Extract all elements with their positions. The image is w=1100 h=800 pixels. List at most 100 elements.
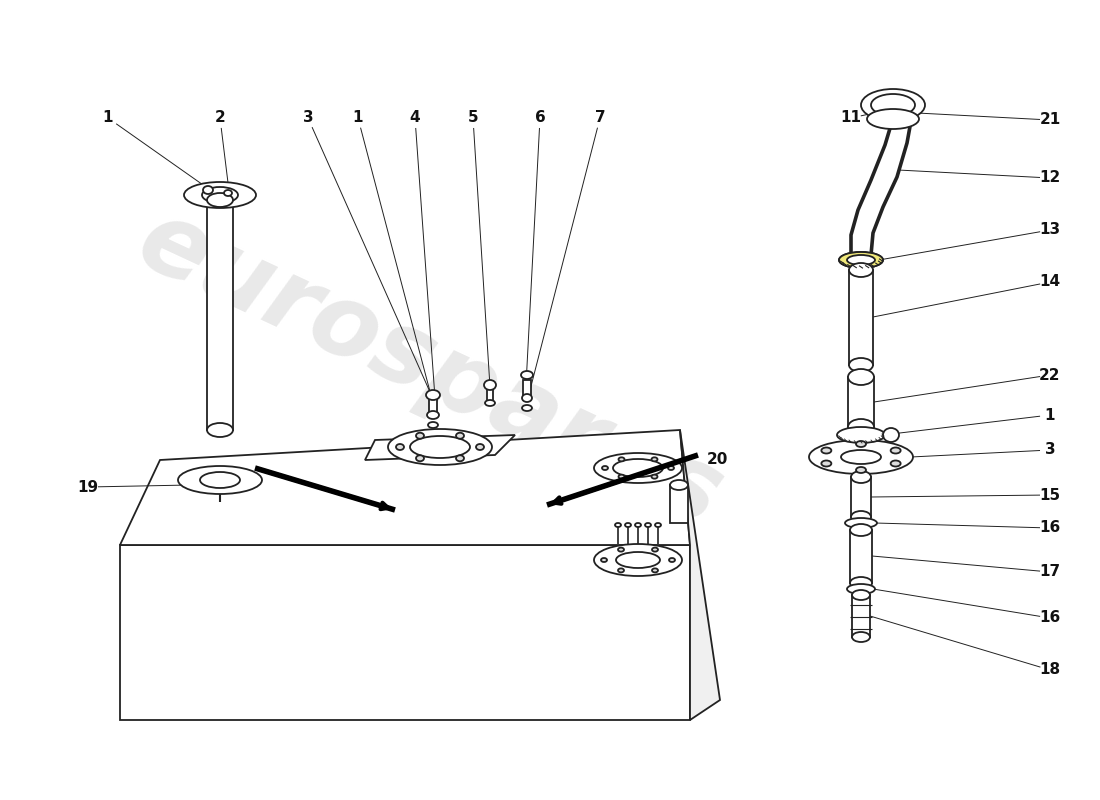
Ellipse shape <box>615 523 622 527</box>
Text: 14: 14 <box>1040 274 1060 290</box>
Ellipse shape <box>651 458 658 462</box>
Text: 5: 5 <box>468 110 478 126</box>
Ellipse shape <box>652 548 658 552</box>
Ellipse shape <box>822 447 832 454</box>
Ellipse shape <box>428 422 438 428</box>
Ellipse shape <box>808 440 913 474</box>
Ellipse shape <box>202 187 238 203</box>
Polygon shape <box>851 121 911 255</box>
Ellipse shape <box>847 584 874 594</box>
Text: eurospares: eurospares <box>123 192 737 548</box>
Text: 3: 3 <box>1045 442 1055 458</box>
Ellipse shape <box>670 480 688 490</box>
Ellipse shape <box>618 568 624 572</box>
Ellipse shape <box>416 433 424 438</box>
Text: 17: 17 <box>1040 565 1060 579</box>
Text: a passion for parts since 1985: a passion for parts since 1985 <box>191 504 649 676</box>
Ellipse shape <box>654 523 661 527</box>
Ellipse shape <box>848 419 874 435</box>
Text: 19: 19 <box>77 479 99 494</box>
Text: 16: 16 <box>1040 610 1060 626</box>
Ellipse shape <box>618 458 625 462</box>
Ellipse shape <box>839 252 883 268</box>
Ellipse shape <box>522 405 532 411</box>
Ellipse shape <box>850 524 872 536</box>
Text: 21: 21 <box>1040 113 1060 127</box>
Ellipse shape <box>427 411 439 419</box>
Text: 13: 13 <box>1040 222 1060 238</box>
Bar <box>487 389 493 403</box>
Text: 11: 11 <box>840 110 861 126</box>
Text: 12: 12 <box>1040 170 1060 186</box>
Text: 20: 20 <box>706 453 728 467</box>
Ellipse shape <box>891 461 901 466</box>
Ellipse shape <box>842 450 881 464</box>
Ellipse shape <box>871 94 915 116</box>
Ellipse shape <box>625 523 631 527</box>
Ellipse shape <box>602 466 608 470</box>
Bar <box>851 477 871 517</box>
Bar <box>670 485 688 523</box>
Ellipse shape <box>850 577 872 589</box>
Ellipse shape <box>618 548 624 552</box>
Text: 1: 1 <box>1045 407 1055 422</box>
Text: 22: 22 <box>1040 367 1060 382</box>
Text: 3: 3 <box>302 110 313 126</box>
Ellipse shape <box>485 400 495 406</box>
Ellipse shape <box>856 441 866 447</box>
Bar <box>207 200 233 430</box>
Ellipse shape <box>396 444 404 450</box>
Ellipse shape <box>651 474 658 478</box>
Ellipse shape <box>207 193 233 207</box>
Ellipse shape <box>852 590 870 600</box>
Ellipse shape <box>867 109 918 129</box>
Bar <box>849 270 873 365</box>
Ellipse shape <box>849 358 873 372</box>
Ellipse shape <box>891 447 901 454</box>
Ellipse shape <box>851 511 871 523</box>
Ellipse shape <box>851 471 871 483</box>
Ellipse shape <box>410 436 470 458</box>
Ellipse shape <box>416 455 424 462</box>
Ellipse shape <box>635 523 641 527</box>
Ellipse shape <box>178 466 262 494</box>
Bar <box>522 380 531 398</box>
Ellipse shape <box>645 523 651 527</box>
Ellipse shape <box>224 190 232 196</box>
Ellipse shape <box>204 186 213 194</box>
Ellipse shape <box>594 453 682 483</box>
Text: 16: 16 <box>1040 521 1060 535</box>
Ellipse shape <box>668 466 674 470</box>
Ellipse shape <box>522 394 532 402</box>
Ellipse shape <box>856 467 866 473</box>
Ellipse shape <box>601 558 607 562</box>
Bar <box>850 530 872 583</box>
Ellipse shape <box>847 255 874 265</box>
Polygon shape <box>680 430 720 720</box>
Text: 1: 1 <box>353 110 363 126</box>
Polygon shape <box>365 435 515 460</box>
Ellipse shape <box>616 552 660 568</box>
Ellipse shape <box>484 380 496 390</box>
Ellipse shape <box>618 474 625 478</box>
Ellipse shape <box>822 461 832 466</box>
Bar <box>429 399 437 415</box>
Text: 4: 4 <box>409 110 420 126</box>
Text: 15: 15 <box>1040 487 1060 502</box>
Ellipse shape <box>669 558 675 562</box>
Ellipse shape <box>200 472 240 488</box>
Ellipse shape <box>613 459 663 477</box>
Ellipse shape <box>456 433 464 438</box>
Ellipse shape <box>652 568 658 572</box>
Ellipse shape <box>521 371 534 379</box>
Ellipse shape <box>845 518 877 528</box>
Ellipse shape <box>839 252 883 268</box>
Text: 2: 2 <box>214 110 225 126</box>
Ellipse shape <box>861 89 925 121</box>
Ellipse shape <box>848 369 874 385</box>
Ellipse shape <box>426 390 440 400</box>
Ellipse shape <box>883 428 899 442</box>
Bar <box>848 377 874 427</box>
Ellipse shape <box>207 423 233 437</box>
Bar <box>852 595 870 637</box>
